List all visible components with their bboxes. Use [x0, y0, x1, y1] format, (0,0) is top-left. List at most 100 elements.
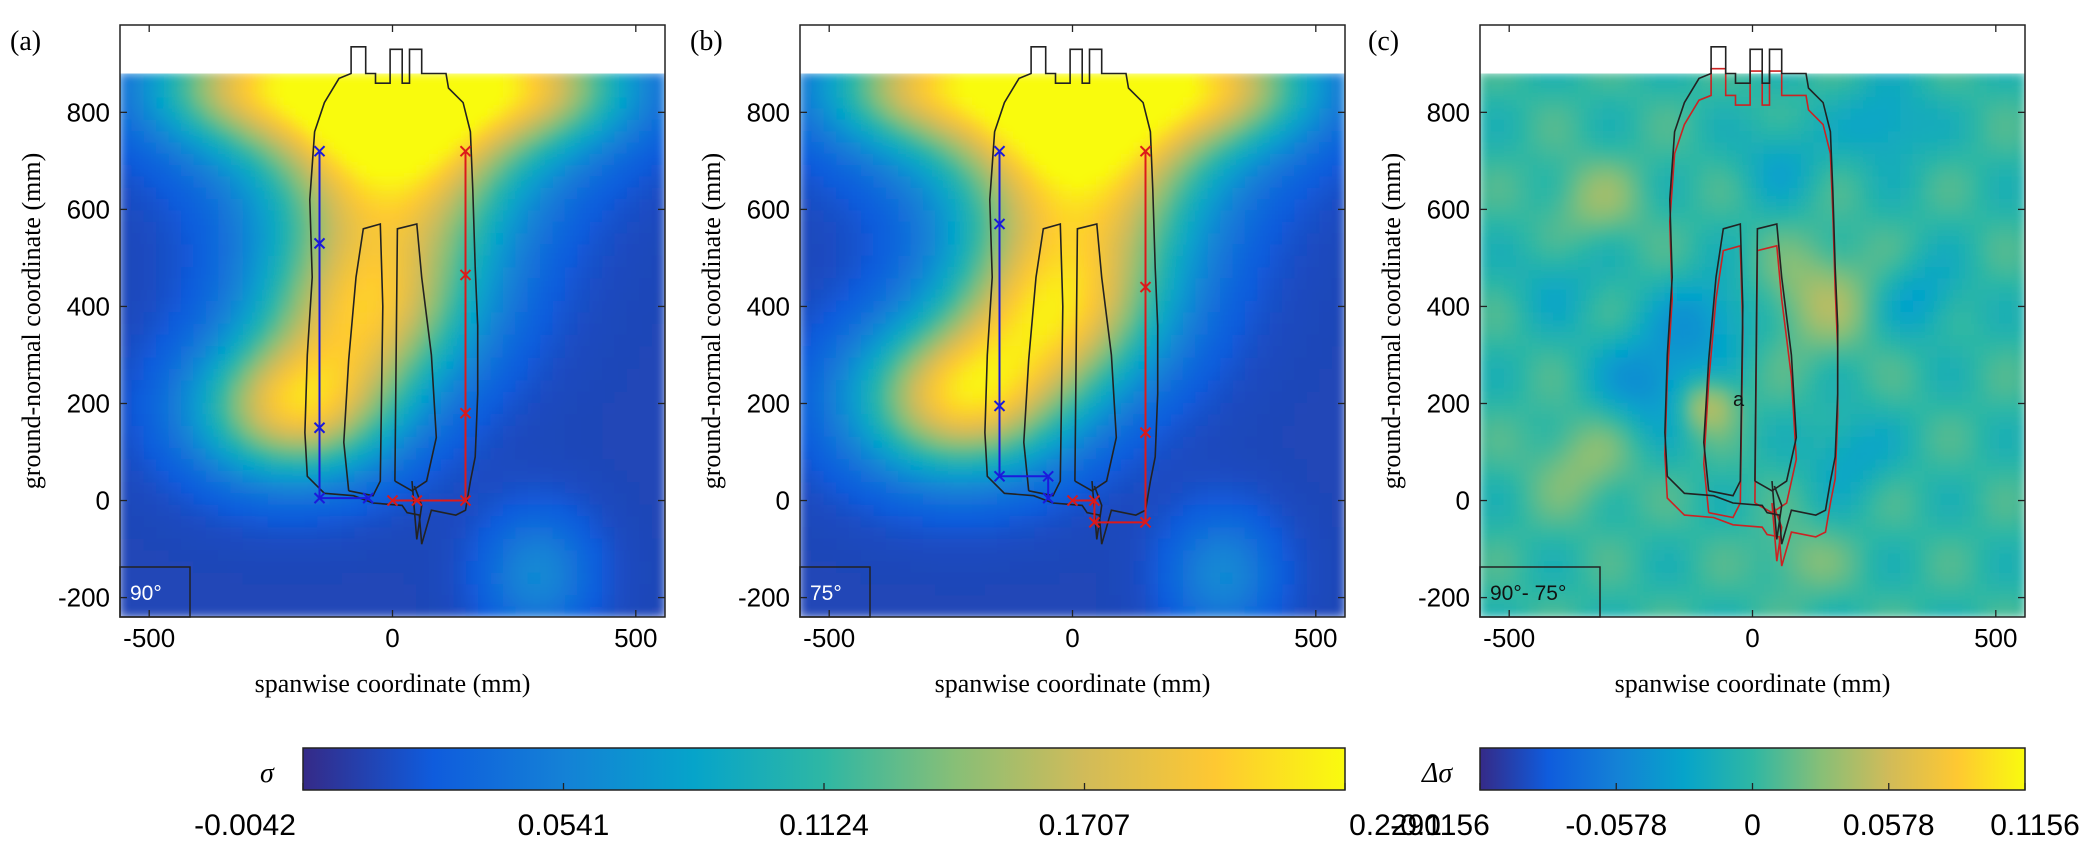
y-tick-label: -200 [1418, 583, 1470, 613]
probe-marker [313, 492, 326, 504]
probe-lines [993, 145, 1152, 529]
y-ticks: -200 0 200 400 600 800 [1418, 97, 2025, 613]
colorbar-tick-label: 0.1156 [1990, 809, 2080, 842]
colorbar-ticks: -0.1156 -0.0578 0 0.0578 0.1156 [1390, 783, 2080, 842]
y-tick-label: 800 [747, 97, 790, 127]
colorbar-label: Δσ [1421, 758, 1453, 789]
y-tick-label: 200 [747, 388, 790, 418]
y-tick-label: 600 [67, 194, 110, 224]
y-axis-label: ground-normal coordinate (mm) [17, 153, 46, 489]
annotation-a: a [1733, 389, 1745, 411]
angle-label-box: 90°- 75° [1479, 566, 1601, 618]
probe-marker [313, 237, 326, 250]
probe-marker [459, 494, 472, 507]
y-tick-label: 400 [67, 291, 110, 321]
colorbar-tick-label: -0.0578 [1565, 809, 1667, 842]
probe-marker [1139, 516, 1152, 529]
x-ticks: -500 0 500 [1483, 25, 2017, 653]
colorbar-tick-label: 0.1707 [1039, 809, 1131, 842]
heatmap-area [120, 73, 665, 617]
heatmap-area [800, 73, 1345, 617]
x-tick-label: 500 [1974, 623, 2017, 653]
probe-marker [1066, 494, 1079, 507]
x-tick-label: 500 [1294, 623, 1337, 653]
angle-label: 75° [810, 582, 842, 605]
x-tick-label: -500 [803, 623, 855, 653]
y-axis-label: ground-normal coordinate (mm) [1377, 153, 1406, 489]
x-tick-label: 0 [1065, 623, 1079, 653]
colorbar-label: σ [260, 758, 275, 789]
probe-marker [1139, 145, 1152, 157]
cyclist-outline [1664, 46, 1839, 567]
y-tick-label: -200 [58, 583, 110, 613]
y-tick-label: 400 [1427, 291, 1470, 321]
probe-marker [362, 492, 374, 504]
y-tick-label: 0 [1456, 486, 1470, 516]
colorbar-tick-label: -0.1156 [1390, 809, 1490, 842]
probe-line-right [386, 145, 472, 507]
probe-line-left [993, 145, 1054, 504]
probe-marker [1088, 494, 1101, 507]
x-axis-label: spanwise coordinate (mm) [935, 669, 1211, 698]
x-axis-label: spanwise coordinate (mm) [255, 669, 531, 698]
colorbar-delta-sigma: Δσ -0.1156 -0.0578 0 0.0578 0.1156 [1390, 747, 2080, 842]
panel-label: (b) [690, 26, 723, 57]
panel-b: (b) -500 0 500 -200 0 200 400 600 800 75° spanw… [690, 24, 1346, 698]
y-tick-label: 600 [1427, 194, 1470, 224]
probe-marker [1139, 426, 1152, 439]
probe-marker [993, 218, 1006, 230]
colorbar-tick-label: 0.0578 [1843, 809, 1935, 842]
colorbar-tick-label: 0.0541 [518, 809, 610, 842]
angle-label-box: 75° [799, 566, 871, 618]
probe-marker [993, 400, 1006, 412]
probe-marker [1042, 492, 1054, 504]
y-tick-label: 400 [747, 291, 790, 321]
probe-marker [313, 145, 326, 157]
y-tick-label: 800 [67, 97, 110, 127]
panel-label: (c) [1368, 26, 1399, 57]
x-ticks: -500 0 500 [803, 25, 1337, 653]
y-tick-label: 0 [776, 486, 790, 516]
x-tick-label: -500 [1483, 623, 1535, 653]
probe-line-right [1066, 145, 1152, 529]
y-tick-label: 600 [747, 194, 790, 224]
probe-marker [459, 269, 472, 281]
angle-label: 90°- 75° [1490, 582, 1566, 605]
x-tick-label: -500 [123, 623, 175, 653]
probe-marker [459, 145, 472, 157]
probe-marker [993, 145, 1006, 157]
panel-a: (a) -500 0 500 -200 0 200 400 600 800 90° spanw… [10, 24, 666, 698]
y-tick-label: -200 [738, 583, 790, 613]
colorbar-tick-label: -0.0042 [194, 809, 296, 842]
probe-marker [993, 470, 1006, 482]
colorbar-ticks: -0.0042 0.0541 0.1124 0.1707 0.2290 [194, 783, 1441, 842]
y-tick-label: 200 [1427, 388, 1470, 418]
angle-label-box: 90° [119, 566, 191, 618]
probe-marker [386, 494, 399, 507]
y-tick-label: 200 [67, 388, 110, 418]
colorbar-sigma: σ -0.0042 0.0541 0.1124 0.1707 0.2290 [194, 747, 1441, 842]
colorbar-tick-label: 0.1124 [779, 809, 869, 842]
x-tick-label: 0 [385, 623, 399, 653]
y-tick-label: 800 [1427, 97, 1470, 127]
y-ticks: -200 0 200 400 600 800 [738, 97, 1345, 613]
probe-line-left [313, 145, 374, 504]
y-axis-label: ground-normal coordinate (mm) [697, 153, 726, 489]
colorbar-tick-label: 0 [1744, 809, 1761, 842]
probe-marker [411, 494, 423, 507]
probe-marker [1139, 281, 1152, 293]
x-tick-label: 0 [1745, 623, 1759, 653]
y-tick-label: 0 [96, 486, 110, 516]
y-ticks: -200 0 200 400 600 800 [58, 97, 665, 613]
x-axis-label: spanwise coordinate (mm) [1615, 669, 1891, 698]
colorbar-tick-label: 0.2290 [1349, 809, 1441, 842]
x-tick-label: 500 [614, 623, 657, 653]
probe-marker [1088, 516, 1101, 529]
x-ticks: -500 0 500 [123, 25, 657, 653]
angle-label: 90° [130, 582, 162, 605]
probe-lines [313, 145, 472, 507]
cyclist-outline [304, 46, 479, 545]
probe-marker [313, 422, 326, 434]
probe-marker [459, 407, 472, 419]
